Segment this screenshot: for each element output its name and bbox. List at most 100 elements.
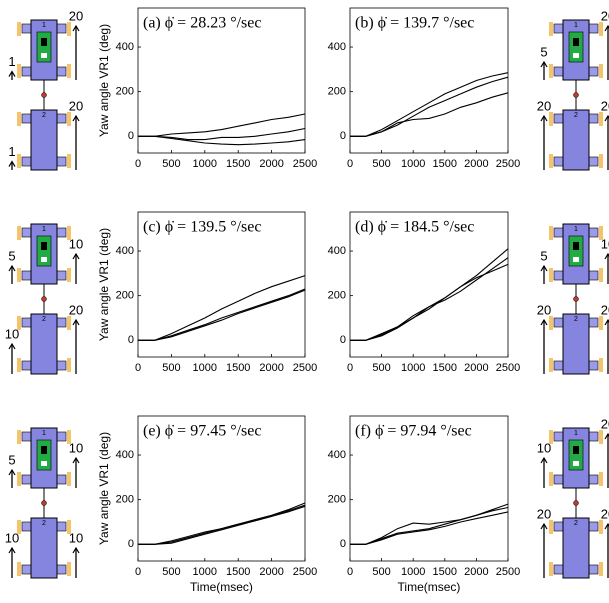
wheel: [67, 226, 71, 240]
arrow-head: [604, 432, 609, 440]
y-tick-label: 200: [328, 86, 346, 98]
x-tick-label: 1500: [433, 566, 457, 578]
wheel-speed: 20: [537, 302, 551, 317]
module-body: [562, 109, 590, 171]
arrow-head: [604, 252, 609, 260]
x-tick-label: 2500: [496, 566, 520, 578]
data-line: [350, 506, 509, 545]
x-tick-label: 0: [347, 362, 353, 374]
joint: [573, 296, 579, 302]
x-tick-label: 1000: [401, 566, 425, 578]
sensor: [573, 242, 579, 250]
wheel: [549, 268, 553, 282]
y-tick-label: 200: [328, 290, 346, 302]
x-tick-label: 0: [135, 566, 141, 578]
joint: [573, 500, 579, 506]
wheel: [17, 154, 21, 168]
y-tick-label: 400: [116, 449, 134, 461]
arrow-head: [604, 318, 609, 326]
wheel-speed: 10: [601, 236, 609, 251]
x-tick-label: 0: [347, 158, 353, 170]
wheel: [599, 64, 603, 78]
sensor: [573, 446, 579, 454]
y-tick-label: 400: [116, 245, 134, 257]
plot-frame: [349, 211, 509, 358]
wheel-speed: 5: [540, 248, 547, 263]
module-label: 1: [574, 22, 578, 29]
arrow-head: [8, 342, 16, 350]
wheel-speed: 1: [8, 54, 15, 69]
y-axis-label: Yaw angle VR1 (deg): [97, 432, 111, 545]
arrow-head: [8, 546, 16, 554]
wheel: [599, 316, 603, 330]
x-tick-label: 1000: [193, 362, 217, 374]
wheel: [17, 226, 21, 240]
x-tick-label: 2000: [259, 566, 283, 578]
x-tick-label: 1000: [401, 362, 425, 374]
x-tick-label: 0: [135, 362, 141, 374]
wheel-speed: 20: [601, 98, 609, 113]
chart-title: (e) ϕ̇ = 97.45 °/sec: [143, 423, 261, 440]
wheel: [17, 472, 21, 486]
x-tick-label: 2500: [293, 362, 317, 374]
wheel: [17, 22, 21, 36]
wheel: [549, 22, 553, 36]
robot-diagram: 1 2 5 10 10 10: [5, 427, 83, 579]
wheel: [599, 520, 603, 534]
module-label: 1: [42, 226, 46, 233]
x-tick-label: 2000: [259, 362, 283, 374]
x-tick-label: 2000: [464, 362, 488, 374]
wheel: [549, 112, 553, 126]
arrow-head: [540, 456, 548, 464]
wheel: [549, 430, 553, 444]
x-tick-label: 500: [162, 158, 180, 170]
wheel-speed: 1: [8, 144, 15, 159]
arrow-head: [540, 318, 548, 326]
wheel: [67, 562, 71, 576]
sensor-slot: [573, 461, 579, 466]
chart-title: (d) ϕ̇ = 184.5 °/sec: [355, 219, 474, 236]
y-tick-label: 400: [116, 41, 134, 53]
arrow-head: [8, 70, 16, 77]
module-label: 2: [574, 112, 578, 119]
arrow-head: [8, 160, 16, 167]
x-tick-label: 2500: [293, 158, 317, 170]
wheel: [17, 112, 21, 126]
wheel-speed: 20: [69, 98, 83, 113]
x-tick-label: 2500: [293, 566, 317, 578]
sensor-slot: [41, 257, 47, 262]
data-line: [138, 275, 306, 341]
wheel: [67, 154, 71, 168]
x-tick-label: 2500: [496, 362, 520, 374]
sensor: [41, 446, 47, 454]
data-line: [350, 263, 509, 341]
wheel: [17, 316, 21, 330]
data-line: [350, 257, 509, 341]
wheel: [17, 430, 21, 444]
module-label: 2: [574, 520, 578, 527]
data-line: [138, 288, 306, 341]
data-line: [138, 289, 306, 341]
sensor-board: [36, 235, 52, 267]
wheel-speed: 20: [537, 98, 551, 113]
wheel: [599, 562, 603, 576]
plot-frame: [349, 7, 509, 154]
module-label: 2: [574, 316, 578, 323]
wheel: [549, 154, 553, 168]
x-tick-label: 0: [135, 158, 141, 170]
wheel-speed: 5: [8, 248, 15, 263]
wheel: [549, 358, 553, 372]
sensor-board: [36, 31, 52, 63]
arrow-head: [72, 318, 80, 326]
wheel: [17, 268, 21, 282]
sensor-slot: [41, 461, 47, 466]
x-tick-label: 1500: [226, 362, 250, 374]
chart-title: (c) ϕ̇ = 139.5 °/sec: [143, 219, 261, 236]
arrow-head: [540, 264, 548, 272]
wheel: [599, 472, 603, 486]
plot-frame: [349, 415, 509, 562]
wheel-speed: 20: [537, 506, 551, 521]
module-body: [562, 313, 590, 375]
sensor: [573, 38, 579, 46]
